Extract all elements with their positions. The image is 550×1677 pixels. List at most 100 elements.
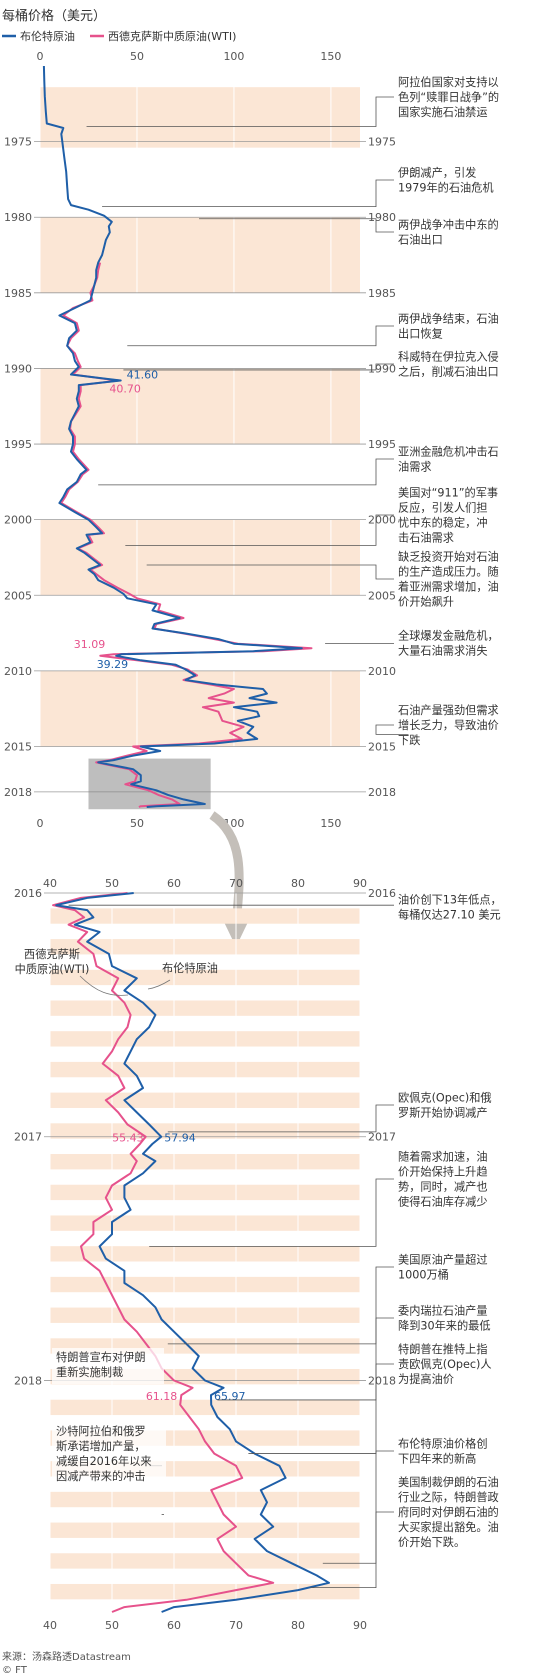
stripe-22 xyxy=(50,1583,360,1600)
stripe-21 xyxy=(50,1553,360,1569)
y-tick-left-7: 2010 xyxy=(4,665,32,678)
stripe-4 xyxy=(50,1031,360,1047)
x-tick-top-2: 60 xyxy=(167,877,181,890)
annotation-7-line-4: 价开始下跌。 xyxy=(398,1535,465,1549)
y-tick-right-9: 2018 xyxy=(368,786,396,799)
x-tick-bottom-2: 60 xyxy=(167,1619,181,1632)
inner-annotation-bg-0 xyxy=(52,1348,164,1384)
x-tick-top-2: 100 xyxy=(223,50,244,63)
annotation-0-line-0: 阿拉伯国家对支持以 xyxy=(398,75,499,89)
annotation-7-line-0: 缺乏投资开始对石油 xyxy=(398,550,499,564)
y-tick-left-0: 2016 xyxy=(14,887,42,900)
annotation-leader-2 xyxy=(149,1178,394,1247)
value-label-3: 39.29 xyxy=(97,658,129,671)
annotation-6-line-1: 下四年来的新高 xyxy=(398,1452,476,1466)
value-label-2: 31.09 xyxy=(74,638,106,651)
y-tick-right-1: 2017 xyxy=(368,1131,396,1144)
stripe-6 xyxy=(50,1092,360,1108)
y-tick-left-4: 1995 xyxy=(4,438,32,451)
annotation-3-line-1: 出口恢复 xyxy=(398,327,443,341)
band-2 xyxy=(40,368,360,445)
annotation-4-line-0: 委内瑞拉石油产量 xyxy=(398,1304,488,1318)
annotation-0-line-1: 色列“赎罪日战争”的 xyxy=(398,90,499,104)
legend-brent-label: 布伦特原油 xyxy=(20,29,75,43)
y-tick-right-0: 2016 xyxy=(368,887,396,900)
annotation-2-line-0: 随着需求加速，油 xyxy=(398,1150,488,1164)
y-tick-right-2: 2018 xyxy=(368,1374,396,1387)
annotation-2-line-0: 两伊战争冲击中东的 xyxy=(398,218,499,232)
y-tick-right-4: 1995 xyxy=(368,438,396,451)
annotation-5-line-2: 为提高油价 xyxy=(398,1372,454,1386)
credit: © FT xyxy=(2,1665,28,1676)
x-tick-bottom-0: 0 xyxy=(37,817,44,830)
x-tick-top-1: 50 xyxy=(130,50,144,63)
stripe-13 xyxy=(50,1307,360,1323)
wti-series-line xyxy=(52,892,275,1613)
value-label-0: 55.43 xyxy=(112,1132,144,1145)
annotation-leader-0 xyxy=(86,96,394,127)
band-3 xyxy=(40,519,360,596)
annotation-2-line-3: 使得石油库存减少 xyxy=(398,1195,488,1209)
annotation-6-line-0: 布伦特原油价格创 xyxy=(398,1437,488,1451)
y-tick-right-7: 2010 xyxy=(368,665,396,678)
annotation-5-line-1: 油需求 xyxy=(398,460,432,474)
series-label-0-line-0: 西德克萨斯 xyxy=(24,947,80,961)
annotation-leader-6 xyxy=(322,1450,394,1564)
annotation-3-line-0: 两伊战争结束，石油 xyxy=(398,312,499,326)
x-tick-bottom-1: 50 xyxy=(105,1619,119,1632)
y-tick-right-3: 1990 xyxy=(368,362,396,375)
inner-annotation-0-line-1: 重新实施制裁 xyxy=(56,1365,123,1379)
annotation-8-line-1: 大量石油需求消失 xyxy=(398,644,488,658)
annotation-3-line-1: 1000万桶 xyxy=(398,1268,449,1282)
stripe-1 xyxy=(50,939,360,955)
y-tick-right-6: 2005 xyxy=(368,589,396,602)
y-tick-right-2: 1985 xyxy=(368,287,396,300)
stripe-20 xyxy=(50,1522,360,1538)
annotation-6-line-1: 反应，引发人们担 xyxy=(398,501,488,515)
y-tick-left-2: 2018 xyxy=(14,1374,42,1387)
annotation-3-line-0: 美国原油产量超过 xyxy=(398,1253,488,1267)
annotation-leader-4 xyxy=(217,1317,394,1401)
annotation-7-line-2: 着亚洲需求增加，油 xyxy=(398,580,499,594)
y-tick-right-0: 1975 xyxy=(368,136,396,149)
annotation-5-line-0: 亚洲金融危机冲击石 xyxy=(398,445,499,459)
annotation-7-line-3: 价开始飙升 xyxy=(398,595,454,609)
annotation-leader-3 xyxy=(127,325,394,347)
annotation-0-line-2: 国家实施石油禁运 xyxy=(398,105,488,119)
x-tick-top-4: 80 xyxy=(291,877,305,890)
x-tick-bottom-4: 80 xyxy=(291,1619,305,1632)
annotation-6-line-3: 击石油需求 xyxy=(398,531,454,545)
stripe-19 xyxy=(50,1491,360,1508)
stripe-11 xyxy=(50,1246,360,1262)
annotation-7-line-2: 府同时对伊朗石油的 xyxy=(398,1505,499,1519)
x-tick-top-1: 50 xyxy=(105,877,119,890)
y-tick-left-9: 2018 xyxy=(4,786,32,799)
annotation-6-line-2: 忧中东的稳定，冲 xyxy=(398,516,488,530)
legend-wti-label: 西德克萨斯中质原油(WTI) xyxy=(108,29,236,43)
y-tick-left-1: 1980 xyxy=(4,211,32,224)
series-label-pointer-0 xyxy=(79,975,129,996)
annotation-2-line-2: 势，同时，减产也 xyxy=(398,1180,488,1194)
y-tick-left-5: 2000 xyxy=(4,514,32,527)
value-label-1: 40.70 xyxy=(109,383,141,396)
stripe-16 xyxy=(50,1399,360,1416)
annotation-4-line-0: 科威特在伊拉克入侵 xyxy=(398,350,499,364)
annotation-8-line-0: 全球爆发金融危机， xyxy=(398,629,499,643)
annotation-2-line-1: 价开始保持上升趋 xyxy=(398,1165,488,1179)
annotation-9-line-1: 增长乏力，导致油价 xyxy=(398,718,499,732)
x-tick-top-3: 150 xyxy=(320,50,341,63)
value-label-0: 41.60 xyxy=(127,369,159,382)
brent-series-line xyxy=(55,892,330,1613)
stripe-10 xyxy=(50,1215,360,1231)
annotation-1-line-0: 伊朗减产，引发 xyxy=(398,166,476,180)
annotation-9-line-2: 下跌 xyxy=(398,733,420,747)
x-tick-top-0: 40 xyxy=(43,877,57,890)
value-label-1: 57.94 xyxy=(164,1132,196,1145)
x-tick-bottom-1: 50 xyxy=(130,817,144,830)
annotation-9-line-0: 石油产量强劲但需求 xyxy=(398,703,499,717)
stripe-5 xyxy=(50,1061,360,1078)
stripe-0 xyxy=(50,908,360,924)
series-label-0-line-1: 中质原油(WTI) xyxy=(15,962,90,976)
